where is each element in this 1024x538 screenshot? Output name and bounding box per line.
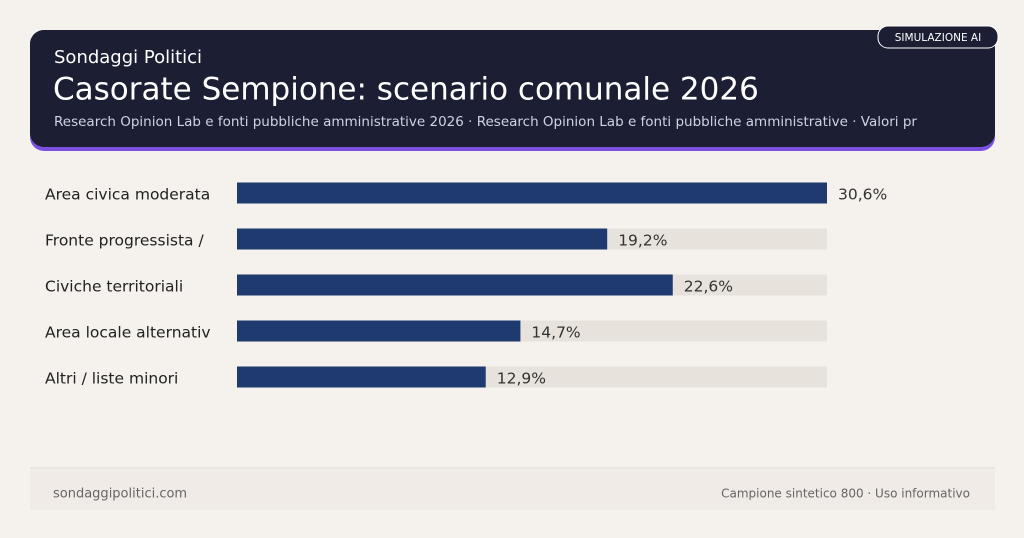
badge-text: SIMULAZIONE AI bbox=[895, 32, 981, 44]
category-label: Altri / liste minori bbox=[45, 370, 178, 388]
value-label: 19,2% bbox=[618, 232, 667, 250]
title: Casorate Sempione: scenario comunale 202… bbox=[53, 72, 759, 108]
footer bbox=[30, 469, 995, 510]
bar bbox=[237, 228, 608, 250]
value-label: 30,6% bbox=[838, 186, 887, 204]
category-label: Civiche territoriali bbox=[45, 278, 183, 296]
value-label: 22,6% bbox=[684, 278, 733, 296]
bar bbox=[237, 366, 486, 388]
subtitle: Research Opinion Lab e fonti pubbliche a… bbox=[54, 114, 917, 130]
category-label: Area locale alternativ bbox=[45, 324, 211, 342]
category-label: Area civica moderata bbox=[45, 186, 210, 204]
header bbox=[30, 30, 995, 147]
category-label: Fronte progressista / bbox=[45, 232, 204, 250]
footer-left: sondaggipolitici.com bbox=[53, 487, 187, 502]
bar bbox=[237, 182, 827, 204]
bar bbox=[237, 320, 521, 342]
value-label: 14,7% bbox=[531, 324, 580, 342]
brand: Sondaggi Politici bbox=[54, 47, 202, 68]
footer-right: Campione sintetico 800 · Uso informativo bbox=[721, 487, 970, 501]
value-label: 12,9% bbox=[497, 370, 546, 388]
badge bbox=[877, 25, 999, 49]
bar bbox=[237, 274, 673, 296]
plot: Area civica moderata 30,6% Fronte progress… bbox=[45, 182, 887, 388]
